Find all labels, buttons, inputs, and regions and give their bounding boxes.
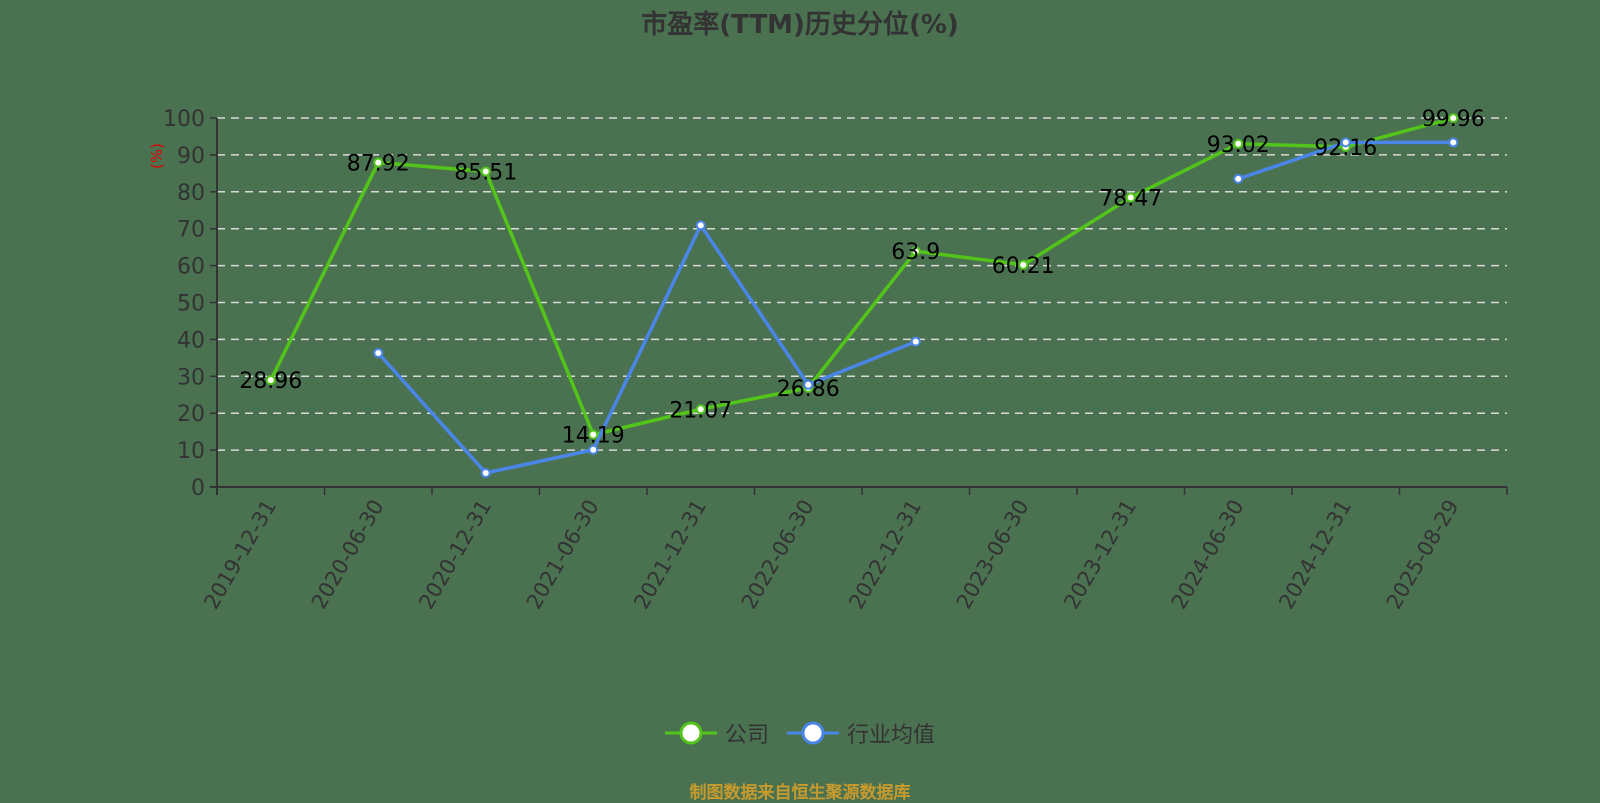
data-point[interactable]	[265, 375, 276, 386]
data-label: 85.51	[454, 160, 517, 185]
x-tick-label: 2022-06-30	[737, 496, 819, 614]
data-label: 87.92	[347, 152, 410, 177]
data-point[interactable]	[588, 429, 599, 440]
legend-marker-icon	[664, 721, 717, 745]
series-line	[269, 116, 1454, 437]
y-tick-label: 30	[177, 365, 205, 390]
data-label: 63.9	[891, 240, 940, 265]
y-tick-label: 70	[177, 218, 205, 243]
data-label: 92.16	[1314, 136, 1377, 161]
x-tick-label: 2019-12-31	[199, 496, 281, 614]
data-label: 26.86	[777, 377, 840, 402]
data-point[interactable]	[480, 166, 491, 177]
data-point[interactable]	[373, 157, 384, 168]
y-tick-label: 20	[177, 402, 205, 427]
y-tick-label: 90	[177, 144, 205, 169]
data-label: 14.19	[562, 424, 625, 449]
data-point[interactable]	[1233, 138, 1244, 149]
x-tick-label: 2020-12-31	[414, 496, 496, 614]
legend-item-company[interactable]: 公司	[664, 717, 769, 749]
source-note: 制图数据来自恒生聚源数据库	[689, 783, 911, 803]
data-label: 28.96	[239, 369, 302, 394]
chart-title: 市盈率(TTM)历史分位(%)	[641, 10, 959, 40]
series-line	[376, 223, 917, 475]
data-label: 93.02	[1207, 133, 1270, 158]
y-tick-label: 10	[177, 439, 205, 464]
x-tick-label: 2022-12-31	[844, 496, 926, 614]
y-tick-label: 80	[177, 181, 205, 206]
data-point[interactable]	[1340, 137, 1351, 148]
x-tick-label: 2025-08-29	[1382, 496, 1464, 614]
data-point[interactable]	[588, 444, 599, 455]
data-label: 21.07	[669, 398, 732, 423]
data-point[interactable]	[695, 404, 706, 415]
data-label: 99.96	[1422, 107, 1485, 132]
x-tick-label: 2020-06-30	[307, 496, 389, 614]
y-tick-label: 0	[191, 476, 205, 501]
legend-item-industry-avg[interactable]: 行业均值	[787, 717, 935, 749]
y-tick-label: 100	[163, 107, 205, 132]
y-tick-label: 50	[177, 292, 205, 317]
x-tick-label: 2023-12-31	[1059, 496, 1141, 614]
x-tick-label: 2021-12-31	[629, 496, 711, 614]
y-tick-label: 60	[177, 255, 205, 280]
data-point[interactable]	[1233, 173, 1244, 184]
data-point[interactable]	[1448, 137, 1459, 148]
data-label: 60.21	[992, 254, 1055, 279]
legend-label: 行业均值	[847, 723, 936, 748]
data-point[interactable]	[695, 220, 706, 231]
data-point[interactable]	[1448, 113, 1459, 124]
line-chart: 0 10 20 30 40 50 60 70 80 90 100 (%) 2019-12-31 2020-…	[148, 107, 1508, 614]
data-point[interactable]	[910, 246, 921, 257]
x-tick-label: 2023-06-30	[952, 496, 1034, 614]
legend: 公司 行业均值	[0, 717, 1600, 749]
data-point[interactable]	[1018, 259, 1029, 270]
data-point[interactable]	[373, 348, 384, 359]
data-point[interactable]	[910, 336, 921, 347]
legend-marker-icon	[787, 721, 839, 745]
x-tick-label: 2024-06-30	[1167, 496, 1249, 614]
y-axis-label: (%)	[148, 143, 166, 169]
x-tick-label: 2021-06-30	[522, 496, 604, 614]
data-label: 78.47	[1099, 186, 1162, 211]
legend-label: 公司	[724, 723, 769, 748]
data-point[interactable]	[480, 467, 491, 478]
x-tick-label: 2024-12-31	[1274, 496, 1356, 614]
data-point[interactable]	[803, 379, 814, 390]
data-point[interactable]	[1125, 192, 1136, 203]
y-tick-label: 40	[177, 328, 205, 353]
